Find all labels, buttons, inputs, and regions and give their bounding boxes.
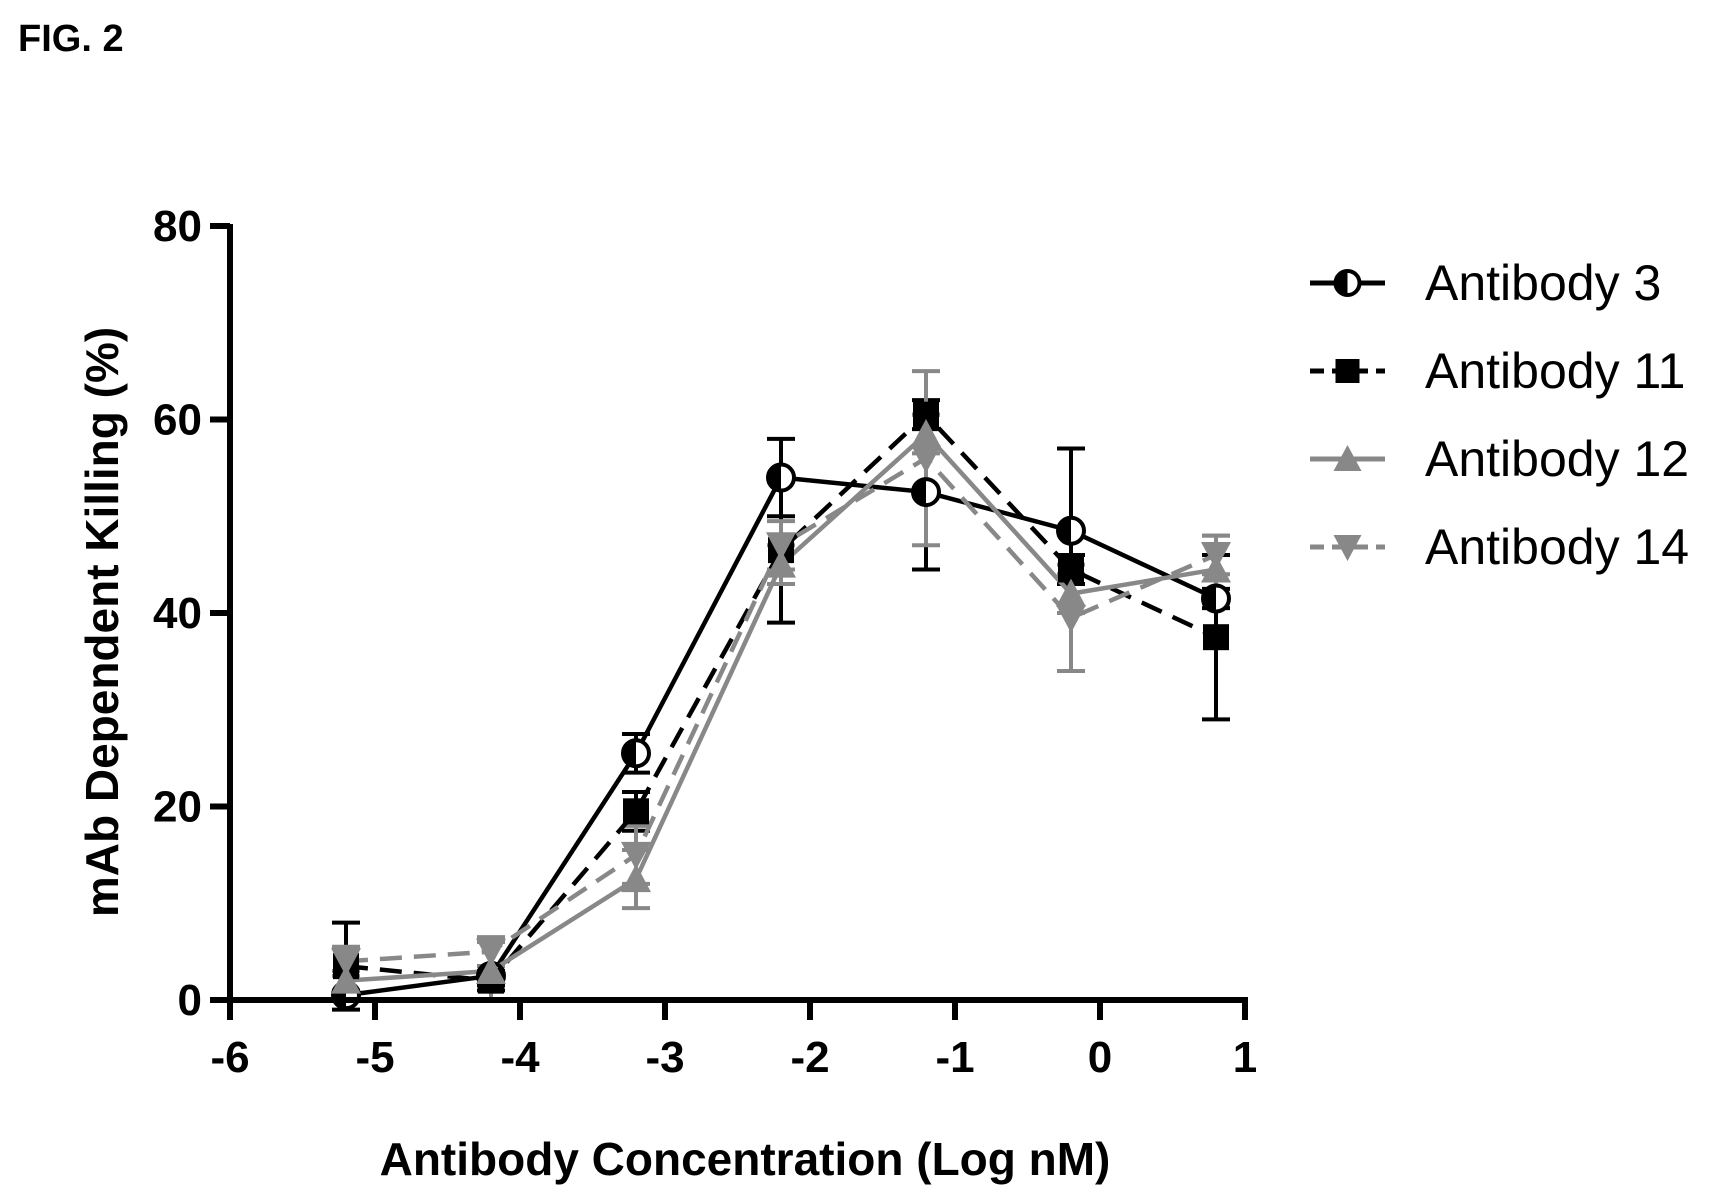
y-tick-label: 60 xyxy=(153,396,202,445)
x-tick-label: -2 xyxy=(790,1033,829,1082)
x-tick-label: -1 xyxy=(935,1033,974,1082)
half-circle-marker xyxy=(1333,269,1362,297)
tick-labels: 0 20 40 60 80 -6 -5 -4 -3 -2 -1 0 1 xyxy=(153,202,1257,1082)
legend-label: Antibody 3 xyxy=(1425,255,1661,311)
triangle-up-marker xyxy=(1333,445,1362,471)
half-circle-marker xyxy=(911,477,941,508)
square-marker xyxy=(1058,556,1084,583)
legend: Antibody 3 Antibody 11 Antibody 12 Antibody… xyxy=(1310,255,1689,575)
legend-label: Antibody 11 xyxy=(1425,343,1685,399)
triangle-down-marker xyxy=(766,532,796,561)
figure-label: FIG. 2 xyxy=(18,18,124,60)
marker-fill xyxy=(768,464,781,491)
triangle-down-marker xyxy=(911,445,941,474)
triangle-down-marker xyxy=(1333,535,1362,561)
triangle-up-marker xyxy=(766,549,796,578)
square-marker xyxy=(1335,359,1360,383)
marker-fill xyxy=(913,479,926,506)
y-tick-label: 20 xyxy=(153,783,202,832)
x-tick-label: 1 xyxy=(1233,1033,1257,1082)
square-marker xyxy=(1203,624,1229,651)
marker-fill xyxy=(623,740,636,767)
triangle-down-marker xyxy=(1056,604,1086,633)
triangle-up-marker xyxy=(476,955,506,984)
triangle-down-marker xyxy=(331,948,361,977)
marker-fill xyxy=(1203,585,1216,612)
half-circle-marker xyxy=(621,738,651,769)
marker-fill xyxy=(1335,271,1348,295)
triangle-down-marker xyxy=(621,841,651,870)
x-tick-label: -6 xyxy=(210,1033,249,1082)
x-tick-label: -4 xyxy=(500,1033,540,1082)
half-circle-marker xyxy=(1056,515,1086,546)
triangle-up-marker xyxy=(331,965,361,994)
data-markers xyxy=(331,401,1231,1011)
triangle-down-marker xyxy=(476,938,506,967)
triangle-up-marker xyxy=(1056,578,1086,607)
legend-label: Antibody 12 xyxy=(1425,431,1689,487)
half-circle-marker xyxy=(1201,583,1231,614)
x-tick-label: -5 xyxy=(355,1033,394,1082)
square-marker xyxy=(623,798,649,825)
triangle-down-marker xyxy=(1201,541,1231,570)
x-tick-label: 0 xyxy=(1088,1033,1112,1082)
triangle-up-marker xyxy=(621,864,651,893)
marker-fill xyxy=(1058,517,1071,544)
x-axis-label: Antibody Concentration (Log nM) xyxy=(380,1133,1111,1185)
y-tick-label: 80 xyxy=(153,202,202,251)
triangle-up-marker xyxy=(911,419,941,448)
legend-label: Antibody 14 xyxy=(1425,519,1689,575)
axes xyxy=(210,223,1248,1020)
half-circle-marker xyxy=(766,462,796,493)
y-tick-label: 0 xyxy=(178,976,202,1025)
y-tick-label: 40 xyxy=(153,589,202,638)
x-tick-label: -3 xyxy=(645,1033,684,1082)
y-axis-label: mAb Dependent Killing (%) xyxy=(76,327,128,917)
